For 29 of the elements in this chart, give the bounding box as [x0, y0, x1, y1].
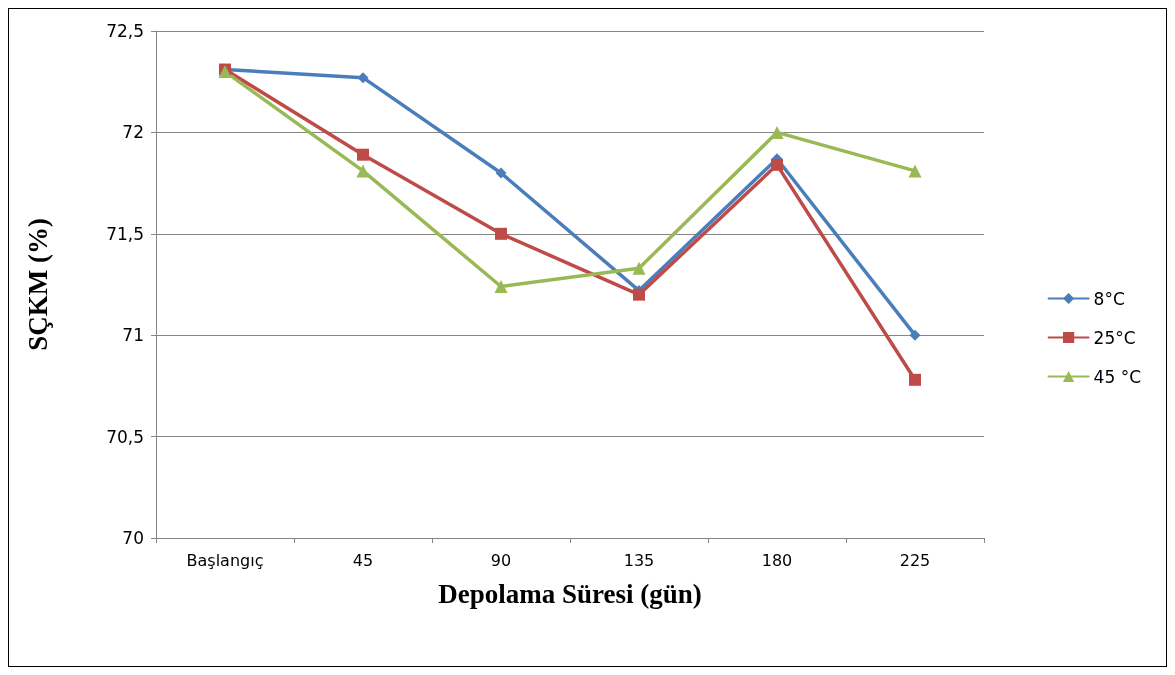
point	[909, 329, 921, 341]
point	[909, 373, 921, 386]
point	[495, 227, 507, 240]
point	[495, 167, 507, 179]
legend-label: 45 °C	[1093, 366, 1141, 387]
y-tick-label: 71,5	[106, 223, 144, 244]
point	[771, 158, 783, 171]
point	[770, 125, 784, 139]
y-tick-label: 71	[122, 325, 144, 346]
point	[908, 164, 922, 178]
y-tick-label: 72	[122, 122, 144, 143]
y-axis-title: SÇKM (%)	[22, 218, 53, 351]
point	[632, 261, 646, 275]
x-tick-label: Başlangıç	[186, 550, 264, 570]
x-tick-label: 225	[899, 550, 931, 570]
point	[356, 164, 370, 178]
point	[633, 288, 645, 301]
point	[357, 148, 369, 161]
x-tick-label: 45	[352, 550, 374, 570]
legend-label: 8°C	[1093, 288, 1125, 309]
x-tick-label: 90	[490, 550, 512, 570]
x-axis-title: Depolama Süresi (gün)	[438, 578, 702, 609]
y-tick-label: 72,5	[106, 21, 144, 41]
x-tick-label: 135	[623, 550, 655, 570]
point	[494, 280, 508, 294]
legend-label: 25°C	[1093, 327, 1136, 348]
x-tick-label: 180	[761, 550, 793, 570]
y-tick-label: 70	[122, 528, 144, 548]
y-tick-label: 70,5	[106, 426, 144, 447]
